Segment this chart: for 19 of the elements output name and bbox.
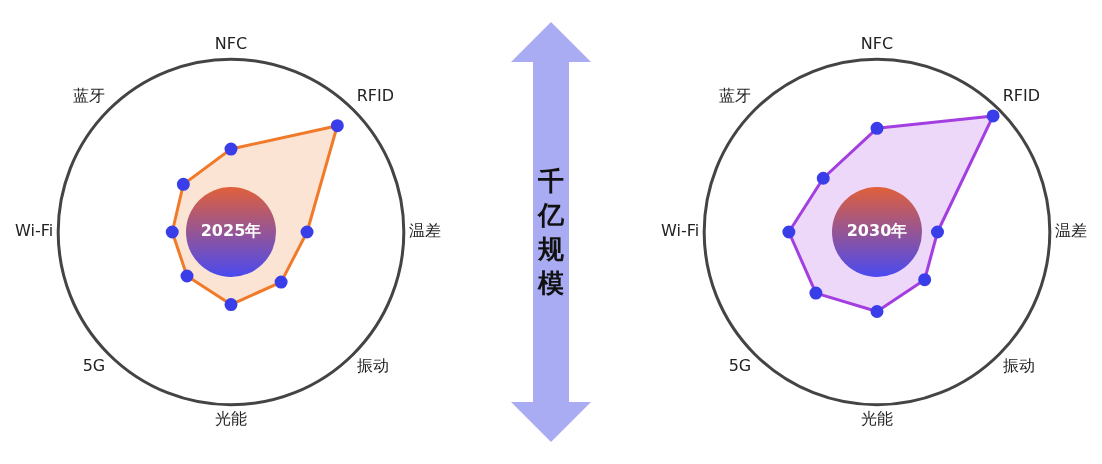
text: 2030年 xyxy=(846,221,908,241)
spoke-label: 振动 xyxy=(356,356,389,376)
spoke-label: NFC xyxy=(860,33,894,53)
text: 2025年 xyxy=(200,221,262,241)
spoke-label: RFID xyxy=(1002,85,1041,105)
spoke-label: 温差 xyxy=(408,221,441,241)
spoke-label: 5G xyxy=(728,356,752,376)
spoke-label: 蓝牙 xyxy=(719,85,752,105)
spoke-label: 5G xyxy=(82,356,106,376)
spoke-label: 光能 xyxy=(861,408,893,428)
text: 千亿规模 xyxy=(536,164,566,300)
spoke-label: 温差 xyxy=(1054,221,1087,241)
spoke-label: NFC xyxy=(214,33,248,53)
spoke-label: 振动 xyxy=(1002,356,1035,376)
spoke-label: 光能 xyxy=(215,408,247,428)
spoke-label: Wi-Fi xyxy=(15,221,54,241)
spoke-label: Wi-Fi xyxy=(661,221,700,241)
spoke-label: RFID xyxy=(356,85,395,105)
spoke-label: 蓝牙 xyxy=(73,85,106,105)
